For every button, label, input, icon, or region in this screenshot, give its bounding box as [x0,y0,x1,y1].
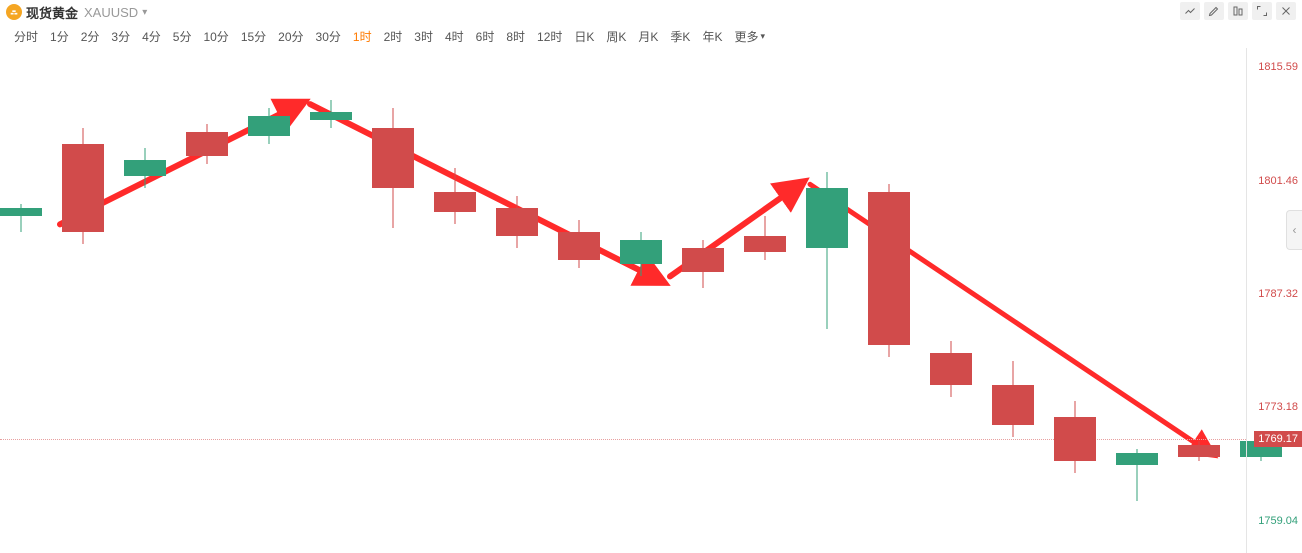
candle [682,48,724,553]
candle [186,48,228,553]
timeframe-季K[interactable]: 季K [664,26,696,47]
candle [930,48,972,553]
candle [1116,48,1158,553]
chart-header: 现货黄金 XAUUSD ▾ [0,0,1302,24]
symbol-dropdown-caret[interactable]: ▾ [142,7,147,18]
candle [992,48,1034,553]
timeframe-周K[interactable]: 周K [600,26,632,47]
candle [744,48,786,553]
timeframe-20分[interactable]: 20分 [272,26,309,47]
timeframe-6时[interactable]: 6时 [470,26,501,47]
indicator-button[interactable] [1180,2,1200,20]
timeframe-4分[interactable]: 4分 [136,26,167,47]
timeframe-4时[interactable]: 4时 [439,26,470,47]
candle [124,48,166,553]
candle [1178,48,1220,553]
candle [806,48,848,553]
price-tick: 1773.18 [1258,401,1298,413]
timeframe-1时[interactable]: 1时 [347,26,378,47]
price-tick: 1759.04 [1258,515,1298,527]
close-button[interactable] [1276,2,1296,20]
timeframe-12时[interactable]: 12时 [531,26,568,47]
candle [62,48,104,553]
candle [248,48,290,553]
candle [1054,48,1096,553]
timeframe-日K[interactable]: 日K [568,26,600,47]
timeframe-月K[interactable]: 月K [632,26,664,47]
timeframe-1分[interactable]: 1分 [44,26,75,47]
candle [0,48,42,553]
timeframe-bar: 分时1分2分3分4分5分10分15分20分30分1时2时3时4时6时8时12时日… [0,24,1302,48]
timeframe-更多[interactable]: 更多▾ [728,26,771,47]
timeframe-3分[interactable]: 3分 [105,26,136,47]
price-tick: 1801.46 [1258,175,1298,187]
draw-button[interactable] [1204,2,1224,20]
price-axis: 1815.59 1801.46 1787.32 1773.18 1759.04 1769.… [1246,48,1302,553]
gold-icon [6,4,22,20]
price-tick: 1815.59 [1258,61,1298,73]
candle [310,48,352,553]
timeframe-10分[interactable]: 10分 [197,26,234,47]
trend-arrow [310,104,660,280]
timeframe-分时[interactable]: 分时 [8,26,44,47]
header-toolbar [1180,2,1296,20]
expand-panel-button[interactable]: ‹ [1286,210,1302,250]
fullscreen-button[interactable] [1252,2,1272,20]
candle [434,48,476,553]
candle [496,48,538,553]
timeframe-3时[interactable]: 3时 [408,26,439,47]
candlestick-chart[interactable] [0,48,1246,553]
timeframe-30分[interactable]: 30分 [310,26,347,47]
timeframe-8时[interactable]: 8时 [500,26,531,47]
timeframe-15分[interactable]: 15分 [235,26,272,47]
candle [372,48,414,553]
candle [868,48,910,553]
chart-symbol: XAUUSD [84,5,138,20]
candle [558,48,600,553]
candle [620,48,662,553]
timeframe-年K[interactable]: 年K [696,26,728,47]
compare-button[interactable] [1228,2,1248,20]
timeframe-2时[interactable]: 2时 [378,26,409,47]
chart-title: 现货黄金 [26,3,78,22]
price-tick: 1787.32 [1258,288,1298,300]
timeframe-2分[interactable]: 2分 [75,26,106,47]
current-price-tag: 1769.17 [1254,431,1302,447]
timeframe-5分[interactable]: 5分 [167,26,198,47]
